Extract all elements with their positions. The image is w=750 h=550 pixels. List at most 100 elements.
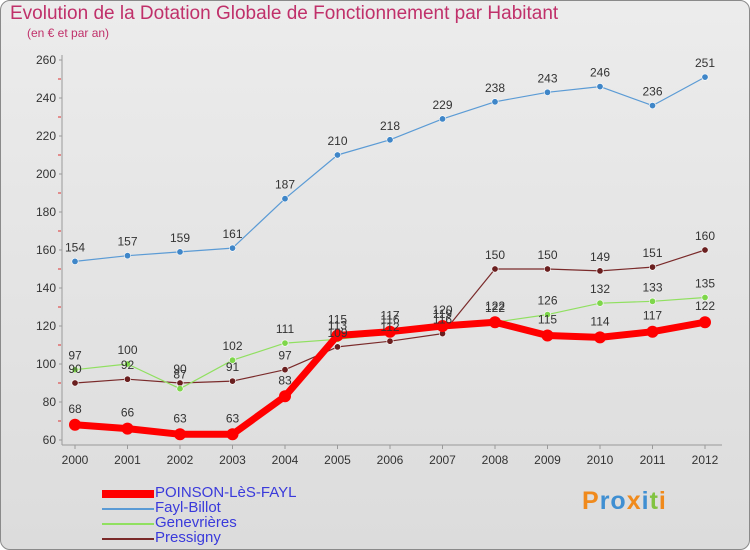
data-label: 122: [485, 299, 505, 313]
x-tick-label: 2009: [534, 453, 561, 467]
x-tick-label: 2010: [587, 453, 614, 467]
y-tick-label: 100: [36, 357, 56, 371]
data-label: 159: [170, 231, 190, 245]
data-point: [281, 195, 289, 203]
legend-label: Fayl-Billot: [155, 499, 221, 516]
data-point: [701, 293, 709, 301]
data-point: [491, 98, 499, 106]
logo-letter: i: [641, 487, 650, 515]
data-label: 149: [590, 250, 610, 264]
x-tick-label: 2012: [692, 453, 719, 467]
data-point: [699, 316, 711, 329]
chart-title: Evolution de la Dotation Globale de Fonc…: [10, 3, 559, 24]
data-label: 111: [276, 322, 295, 336]
data-label: 97: [68, 349, 82, 363]
data-label: 114: [590, 314, 609, 328]
legend-label: Pressigny: [155, 529, 221, 546]
data-label: 116: [433, 313, 452, 327]
x-tick-label: 2001: [114, 453, 141, 467]
data-point: [174, 428, 186, 441]
x-tick-label: 2011: [640, 453, 666, 467]
y-tick-label: 140: [36, 281, 56, 295]
data-point: [226, 428, 239, 441]
data-label: 122: [695, 299, 715, 313]
y-tick-label: 240: [36, 91, 56, 105]
data-label: 115: [538, 313, 557, 327]
data-label: 115: [328, 313, 347, 327]
data-label: 187: [275, 178, 295, 192]
data-point: [646, 325, 659, 338]
data-label: 87: [173, 368, 187, 382]
data-point: [386, 136, 394, 144]
data-point: [71, 257, 79, 265]
logo-letter: r: [599, 487, 611, 515]
data-label: 229: [432, 98, 452, 112]
data-point: [436, 320, 449, 332]
y-tick-label: 160: [36, 243, 56, 257]
data-label: 92: [121, 358, 135, 372]
data-point: [541, 329, 554, 342]
data-label: 90: [68, 362, 82, 376]
data-point: [596, 267, 604, 275]
logo-letter: o: [610, 487, 627, 515]
data-label: 236: [642, 85, 662, 99]
data-label: 91: [226, 360, 240, 374]
logo-letter: x: [626, 487, 642, 515]
legend-swatch: [102, 489, 154, 498]
data-label: 150: [537, 248, 557, 262]
logo-letter: i: [658, 487, 667, 515]
data-label: 246: [590, 66, 610, 80]
data-point: [543, 311, 551, 319]
data-label: 132: [590, 282, 610, 296]
data-label: 151: [642, 246, 662, 260]
data-label: 135: [695, 277, 715, 291]
data-point: [701, 73, 709, 81]
data-point: [176, 248, 184, 256]
data-label: 157: [117, 235, 137, 249]
data-label: 66: [121, 406, 135, 420]
data-point: [229, 377, 237, 385]
data-label: 109: [327, 326, 347, 340]
data-point: [331, 329, 344, 342]
x-tick-label: 2000: [62, 453, 89, 467]
data-label: 102: [222, 339, 242, 353]
data-point: [176, 385, 184, 393]
data-point: [71, 366, 79, 374]
data-point: [491, 265, 499, 273]
data-point: [701, 246, 709, 254]
data-point: [281, 339, 289, 347]
y-tick-label: 180: [36, 205, 56, 219]
data-point: [596, 83, 604, 91]
x-tick-label: 2006: [377, 453, 404, 467]
chart-subtitle: (en € et par an): [27, 26, 110, 40]
data-point: [648, 102, 656, 110]
data-label: 68: [68, 402, 82, 416]
data-point: [543, 265, 551, 273]
data-label: 161: [222, 227, 242, 241]
data-point: [229, 244, 237, 252]
y-tick-label: 200: [36, 167, 56, 181]
data-label: 154: [65, 240, 85, 254]
data-point: [229, 356, 237, 364]
data-point: [384, 325, 396, 338]
y-tick-label: 220: [36, 129, 56, 143]
y-tick-label: 260: [36, 53, 56, 67]
x-tick-label: 2004: [272, 453, 299, 467]
data-point: [279, 390, 291, 403]
data-point: [648, 297, 656, 305]
data-point: [596, 299, 604, 307]
data-point: [281, 366, 289, 374]
data-label: 63: [173, 411, 187, 425]
data-point: [386, 337, 394, 345]
data-point: [333, 151, 341, 159]
data-label: 97: [278, 349, 292, 363]
data-point: [594, 331, 606, 344]
data-label: 160: [695, 229, 715, 243]
x-tick-label: 2008: [482, 453, 509, 467]
data-label: 122: [485, 301, 505, 315]
data-label: 63: [226, 411, 240, 425]
data-label: 210: [327, 134, 347, 148]
data-point: [71, 379, 79, 387]
data-label: 238: [485, 81, 505, 95]
